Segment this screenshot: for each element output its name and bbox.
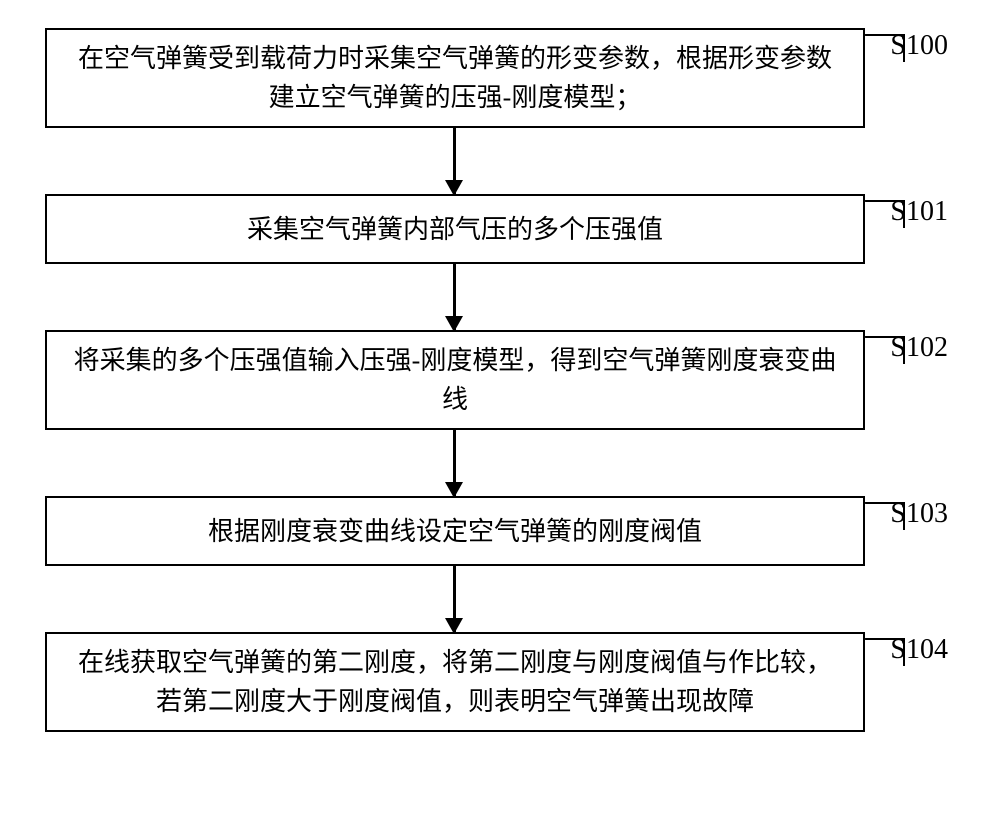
flowchart-box-s104: 在线获取空气弹簧的第二刚度，将第二刚度与刚度阀值与作比较，若第二刚度大于刚度阀值… xyxy=(45,632,865,732)
flowchart-box-s100: 在空气弹簧受到载荷力时采集空气弹簧的形变参数，根据形变参数建立空气弹簧的压强-刚… xyxy=(45,28,865,128)
step-label-s102: S102 xyxy=(890,332,948,364)
box-text: 采集空气弹簧内部气压的多个压强值 xyxy=(247,210,663,249)
box-text: 根据刚度衰变曲线设定空气弹簧的刚度阀值 xyxy=(208,512,702,551)
flowchart-box-s102: 将采集的多个压强值输入压强-刚度模型，得到空气弹簧刚度衰变曲线 xyxy=(45,330,865,430)
box-text: 在空气弹簧受到载荷力时采集空气弹簧的形变参数，根据形变参数建立空气弹簧的压强-刚… xyxy=(67,39,843,117)
box-text: 将采集的多个压强值输入压强-刚度模型，得到空气弹簧刚度衰变曲线 xyxy=(67,341,843,419)
flowchart-arrow xyxy=(453,430,456,496)
flowchart-box-s101: 采集空气弹簧内部气压的多个压强值 xyxy=(45,194,865,264)
box-text: 在线获取空气弹簧的第二刚度，将第二刚度与刚度阀值与作比较，若第二刚度大于刚度阀值… xyxy=(67,643,843,721)
step-label-s103: S103 xyxy=(890,498,948,530)
flowchart-arrow xyxy=(453,264,456,330)
step-label-s101: S101 xyxy=(890,196,948,228)
flowchart-arrow xyxy=(453,128,456,194)
step-label-s104: S104 xyxy=(890,634,948,666)
step-label-s100: S100 xyxy=(890,30,948,62)
flowchart-arrow xyxy=(453,566,456,632)
flowchart-box-s103: 根据刚度衰变曲线设定空气弹簧的刚度阀值 xyxy=(45,496,865,566)
flowchart-container: 在空气弹簧受到载荷力时采集空气弹簧的形变参数，根据形变参数建立空气弹簧的压强-刚… xyxy=(0,0,1000,816)
